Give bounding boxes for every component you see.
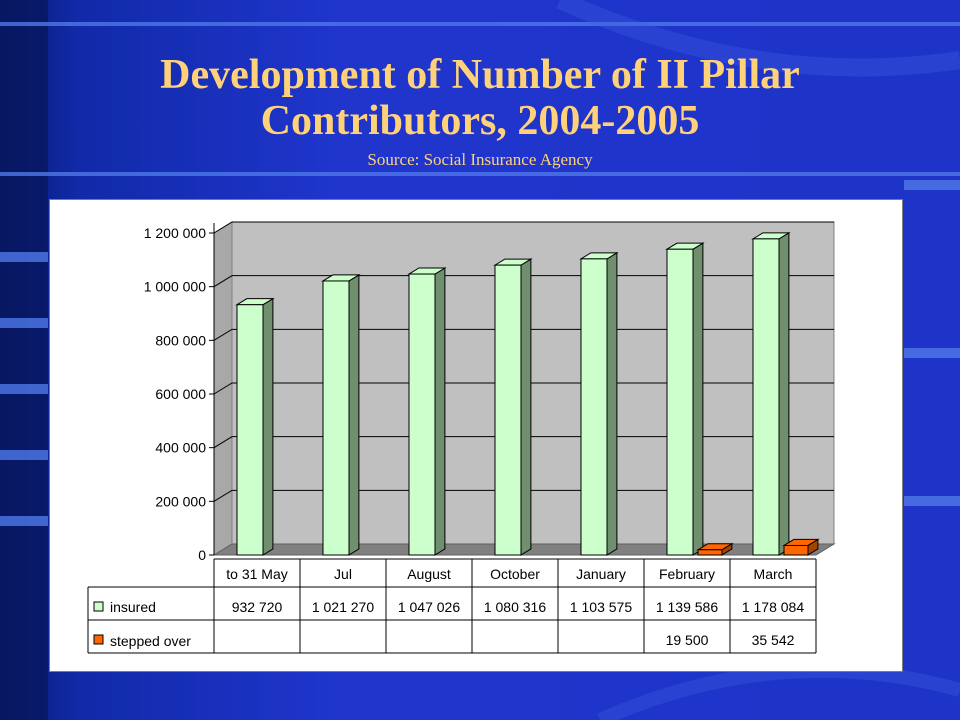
- bar-insured-side: [520, 258, 532, 556]
- category-label: January: [576, 566, 626, 582]
- bar-insured: [408, 273, 436, 556]
- category-label: Jul: [334, 566, 352, 582]
- category-label: August: [407, 566, 451, 582]
- chart-panel: 0 200 000 400 000 600 000 800 000 1 000 000 1 …: [49, 199, 903, 672]
- bar-insured: [666, 248, 694, 556]
- gridline: [213, 382, 834, 395]
- bar-insured-side: [692, 242, 704, 556]
- bar-insured-side: [262, 297, 274, 556]
- data-label-insured: 1 178 084: [742, 599, 804, 615]
- data-label-insured: 1 139 586: [656, 599, 718, 615]
- legend-label-stepped-over: stepped over: [110, 633, 191, 649]
- y-tick-label: 400 000: [155, 440, 206, 456]
- bar-insured-side: [778, 231, 790, 556]
- gridline: [213, 489, 834, 502]
- gridline: [213, 275, 834, 288]
- data-label-insured: 932 720: [232, 599, 283, 615]
- legend-key-stepped-over: [93, 634, 104, 645]
- slide-title-line1: Development of Number of II Pillar: [160, 52, 800, 98]
- bar-chart: 0 200 000 400 000 600 000 800 000 1 000 000 1 …: [87, 221, 836, 654]
- bar-stepped-over: [697, 549, 723, 556]
- slide-title-line2: Contributors, 2004-2005: [260, 98, 700, 144]
- y-tick-label: 200 000: [155, 493, 206, 509]
- data-label-insured: 1 021 270: [312, 599, 374, 615]
- y-tick-label: 600 000: [155, 386, 206, 402]
- data-label-stepped-over: 19 500: [666, 632, 709, 648]
- data-label-insured: 1 103 575: [570, 599, 632, 615]
- data-label-insured: 1 080 316: [484, 599, 546, 615]
- y-tick-label: 1 000 000: [144, 279, 206, 295]
- y-tick-label: 800 000: [155, 332, 206, 348]
- legend-label-insured: insured: [110, 599, 156, 615]
- y-tick-label: 0: [198, 547, 206, 563]
- legend-key-insured: [93, 601, 104, 612]
- bar-insured: [752, 238, 780, 556]
- bar-insured: [580, 258, 608, 556]
- bar-insured: [236, 304, 264, 556]
- category-label: October: [490, 566, 540, 582]
- category-label: March: [754, 566, 793, 582]
- bar-insured: [494, 264, 522, 556]
- source-note: Source: Social Insurance Agency: [367, 150, 593, 169]
- bar-insured-side: [348, 274, 360, 556]
- gridline: [213, 328, 834, 341]
- gridline: [213, 436, 834, 449]
- bar-insured-side: [606, 251, 618, 556]
- bar-insured-side: [434, 267, 446, 556]
- bar-stepped-over: [783, 544, 809, 556]
- gridline: [213, 221, 834, 234]
- data-label-insured: 1 047 026: [398, 599, 460, 615]
- y-tick-label: 1 200 000: [144, 225, 206, 241]
- bar-insured: [322, 280, 350, 556]
- category-label: to 31 May: [226, 566, 287, 582]
- category-label: February: [659, 566, 715, 582]
- data-label-stepped-over: 35 542: [752, 632, 795, 648]
